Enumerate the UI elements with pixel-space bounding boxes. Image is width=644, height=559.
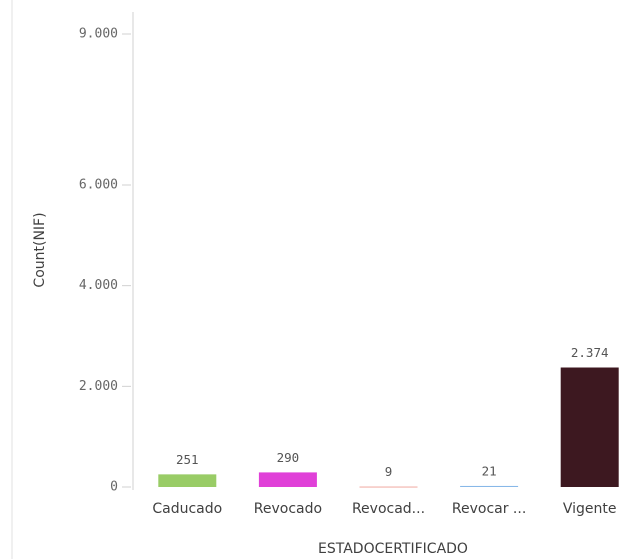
y-tick-label: 2.000 [79,379,118,394]
y-tick-label: 4.000 [79,278,118,293]
bar [560,367,619,487]
x-tick-label: Revocad... [352,501,425,517]
bar [158,474,217,487]
x-tick-label: Vigente [563,501,617,517]
x-tick-label: Revocar ... [452,501,526,517]
value-label: 9 [385,464,393,479]
bar [359,486,418,488]
y-tick-label: 9.000 [79,27,118,42]
value-label: 2.374 [571,345,609,360]
x-axis-title: ESTADOCERTIFICADO [318,541,468,557]
bar [460,485,519,487]
x-tick-label: Revocado [254,501,322,517]
value-label: 290 [277,450,300,465]
value-label: 21 [482,463,497,478]
y-tick-label: 6.000 [79,178,118,193]
value-label: 251 [176,452,199,467]
bar [258,472,317,487]
y-axis-title: Count(NIF) [32,212,48,287]
x-tick-label: Caducado [152,501,222,517]
y-tick-label: 0 [110,480,118,495]
